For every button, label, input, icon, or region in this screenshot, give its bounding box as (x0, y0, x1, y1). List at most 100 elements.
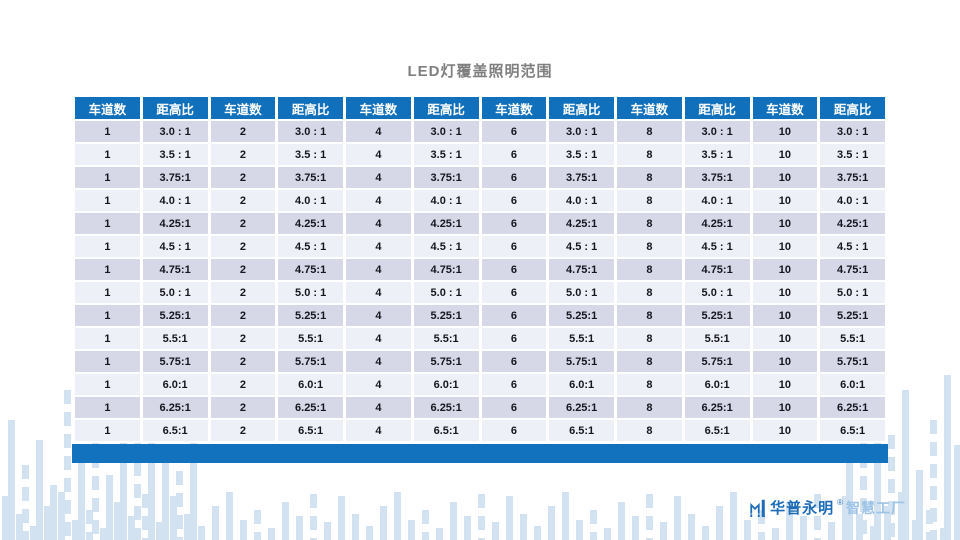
table-row: 1 5.5:1 2 5.5:1 4 5.5:1 6 5.5:1 8 5.5:1 10 5.5:1 (72, 326, 888, 351)
deco-bar (8, 420, 15, 540)
lane-count-cell: 6 (478, 142, 550, 167)
header-row: 车道数 距高比 车道数 距高比 车道数 距高比 车道数 距高比 车道数 距高比 车道数 距高比 (72, 95, 888, 121)
table-row: 1 6.5:1 2 6.5:1 4 6.5:1 6 6.5:1 8 6.5:1 10 6.5:1 (72, 418, 888, 443)
lane-count-cell: 8 (614, 142, 685, 167)
ratio-cell: 5.75:1 (410, 349, 482, 374)
deco-bar (828, 522, 835, 540)
deco-bar (64, 390, 71, 540)
lane-count-cell: 2 (207, 165, 279, 190)
deco-bar (162, 460, 169, 540)
lane-count-cell: 1 (72, 142, 143, 167)
ratio-cell: 3.75:1 (817, 165, 888, 190)
ratio-cell: 4.0 : 1 (139, 188, 211, 213)
ratio-cell: 5.5:1 (817, 326, 888, 351)
ratio-cell: 4.75:1 (275, 257, 346, 282)
deco-bar (916, 470, 923, 540)
deco-bar (450, 502, 457, 540)
deco-bar (170, 496, 177, 540)
lane-count-cell: 8 (614, 326, 685, 351)
lane-count-cell: 2 (207, 349, 279, 374)
ratio-cell: 6.5:1 (817, 418, 888, 443)
lane-count-cell: 10 (749, 280, 821, 305)
lane-count-cell: 6 (478, 257, 550, 282)
lane-count-cell: 6 (478, 211, 550, 236)
ratio-cell: 5.5:1 (681, 326, 753, 351)
ratio-cell: 5.25:1 (817, 303, 888, 328)
table-row: 1 5.75:1 2 5.75:1 4 5.75:1 6 5.75:1 8 5.75:1 10 5.7… (72, 349, 888, 374)
ratio-cell: 3.5 : 1 (817, 142, 888, 167)
ratio-cell: 5.5:1 (275, 326, 346, 351)
ratio-cell: 3.75:1 (410, 165, 482, 190)
deco-bar (436, 528, 443, 540)
lane-count-cell: 8 (614, 257, 685, 282)
table-row: 1 6.25:1 2 6.25:1 4 6.25:1 6 6.25:1 8 6.25:1 10 6.2… (72, 395, 888, 420)
header-cell: 车道数 (207, 95, 279, 121)
header-cell: 车道数 (614, 95, 685, 121)
lane-count-cell: 8 (614, 188, 685, 213)
lane-count-cell: 1 (72, 372, 143, 397)
deco-bar (78, 450, 85, 540)
ratio-cell: 4.25:1 (681, 211, 753, 236)
lane-count-cell: 4 (343, 395, 414, 420)
lane-count-cell: 8 (614, 372, 685, 397)
deco-bar (632, 516, 639, 540)
deco-bar (72, 520, 79, 540)
header-cell: 距高比 (275, 95, 346, 121)
table-footer-bar (72, 444, 888, 463)
deco-bar (590, 510, 597, 540)
deco-bar (786, 502, 793, 540)
ratio-cell: 5.5:1 (546, 326, 617, 351)
ratio-cell: 4.75:1 (410, 257, 482, 282)
ratio-cell: 5.0 : 1 (681, 280, 753, 305)
deco-bar (520, 514, 527, 540)
ratio-cell: 4.25:1 (817, 211, 888, 236)
lane-count-cell: 4 (343, 257, 414, 282)
ratio-cell: 4.75:1 (817, 257, 888, 282)
deco-bar (660, 522, 667, 540)
lane-count-cell: 4 (343, 303, 414, 328)
deco-bar (534, 526, 541, 540)
ratio-cell: 3.5 : 1 (139, 142, 211, 167)
lane-count-cell: 4 (343, 119, 414, 144)
deco-bar (912, 520, 919, 540)
lane-count-cell: 8 (614, 303, 685, 328)
deco-bar (930, 420, 937, 540)
ratio-cell: 6.5:1 (546, 418, 617, 443)
ratio-cell: 6.0:1 (817, 372, 888, 397)
ratio-cell: 6.5:1 (139, 418, 211, 443)
deco-bar (902, 390, 909, 540)
ratio-cell: 5.0 : 1 (139, 280, 211, 305)
header-cell: 车道数 (478, 95, 550, 121)
lane-count-cell: 4 (343, 326, 414, 351)
header-cell: 距高比 (410, 95, 482, 121)
lane-count-cell: 10 (749, 234, 821, 259)
ratio-cell: 4.5 : 1 (681, 234, 753, 259)
lane-count-cell: 2 (207, 372, 279, 397)
lane-count-cell: 2 (207, 280, 279, 305)
lane-count-cell: 4 (343, 280, 414, 305)
ratio-cell: 6.25:1 (817, 395, 888, 420)
deco-bar (156, 522, 163, 540)
lane-count-cell: 2 (207, 119, 279, 144)
lane-count-cell: 10 (749, 418, 821, 443)
ratio-cell: 6.25:1 (410, 395, 482, 420)
ratio-cell: 5.75:1 (275, 349, 346, 374)
brand-name: 华普永明 (770, 500, 835, 517)
ratio-cell: 4.0 : 1 (275, 188, 346, 213)
ratio-cell: 3.0 : 1 (139, 119, 211, 144)
ratio-cell: 5.75:1 (546, 349, 617, 374)
lane-count-cell: 6 (478, 119, 550, 144)
deco-bar (30, 526, 37, 540)
deco-bar (268, 528, 275, 540)
deco-bar (100, 528, 107, 540)
deco-bar (492, 522, 499, 540)
ratio-cell: 4.5 : 1 (139, 234, 211, 259)
header-cell: 距高比 (817, 95, 888, 121)
deco-bar (44, 506, 51, 540)
lane-count-cell: 10 (749, 188, 821, 213)
table-row: 1 5.0 : 1 2 5.0 : 1 4 5.0 : 1 6 5.0 : 1 8 5.0 : 1… (72, 280, 888, 305)
table-row: 1 5.25:1 2 5.25:1 4 5.25:1 6 5.25:1 8 5.25:1 10 5.2… (72, 303, 888, 328)
deco-bar (954, 445, 960, 540)
